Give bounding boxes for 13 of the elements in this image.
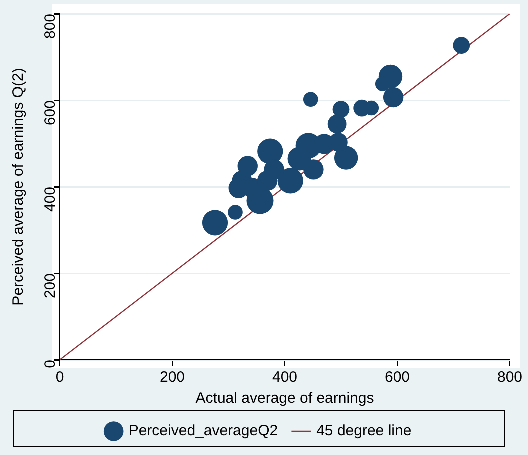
y-tick-label: 600 bbox=[42, 100, 60, 126]
y-tick-label: 0 bbox=[42, 360, 60, 368]
x-tick-label: 200 bbox=[160, 369, 186, 386]
legend-label: 45 degree line bbox=[316, 422, 412, 440]
x-tick-label: 600 bbox=[384, 369, 410, 386]
y-tick-label: 400 bbox=[42, 187, 60, 212]
x-tick-label: 400 bbox=[272, 369, 298, 386]
y-axis-title: Perceived average of earnings Q(2) bbox=[10, 68, 28, 306]
y-tick-label: 800 bbox=[42, 14, 60, 40]
y-tick-label: 200 bbox=[42, 274, 60, 299]
legend-label: Perceived_averageQ2 bbox=[128, 422, 278, 440]
x-axis-title: Actual average of earnings bbox=[196, 390, 374, 408]
x-tick-label: 800 bbox=[497, 369, 523, 386]
